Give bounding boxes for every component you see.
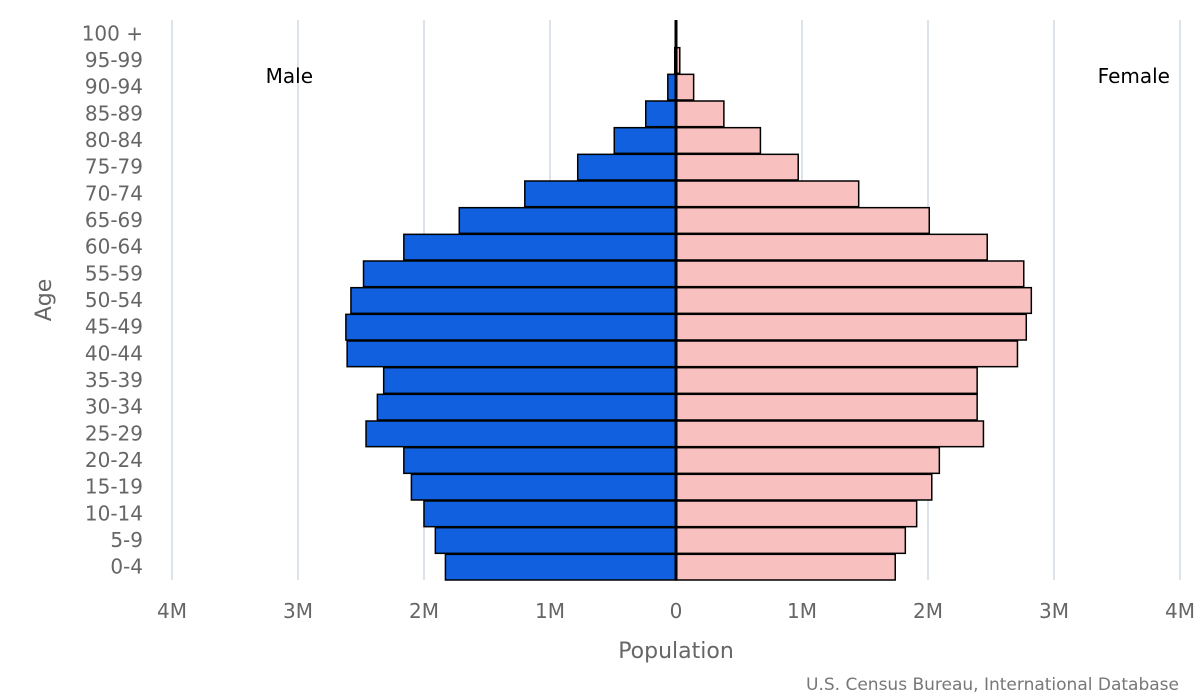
y-tick-label: 20-24: [85, 448, 143, 472]
male-bar-0-4[interactable]: [444, 553, 677, 581]
y-tick-label: 40-44: [85, 341, 143, 365]
female-bar-40-44[interactable]: [675, 340, 1019, 368]
x-tick-label: 2M: [913, 599, 943, 623]
female-bar-0-4[interactable]: [675, 553, 896, 581]
x-tick-labels: 4M 3M 2M 1M 0 1M 2M 3M 4M: [157, 599, 1195, 623]
male-bar-85-89[interactable]: [645, 100, 677, 128]
female-bar-80-84[interactable]: [675, 126, 762, 155]
x-tick-label: 3M: [283, 599, 313, 623]
male-bar-55-59[interactable]: [362, 260, 677, 288]
female-bar-75-79[interactable]: [675, 153, 799, 181]
male-bar-10-14[interactable]: [423, 500, 677, 528]
y-tick-label: 35-39: [85, 368, 143, 392]
x-tick-label: 2M: [409, 599, 439, 623]
female-bar-15-19[interactable]: [675, 473, 933, 501]
male-bar-5-9[interactable]: [434, 526, 677, 555]
male-bar-65-69[interactable]: [458, 206, 677, 235]
y-tick-label: 65-69: [85, 208, 143, 232]
female-bar-45-49[interactable]: [675, 313, 1028, 341]
y-tick-label: 85-89: [85, 101, 143, 125]
y-tick-label: 55-59: [85, 261, 143, 285]
x-tick-label: 4M: [157, 599, 187, 623]
male-bar-25-29[interactable]: [365, 420, 677, 448]
y-tick-label: 0-4: [110, 555, 143, 579]
y-tick-label: 45-49: [85, 315, 143, 339]
x-tick-label: 1M: [535, 599, 565, 623]
y-tick-label: 75-79: [85, 155, 143, 179]
female-bar-60-64[interactable]: [675, 233, 988, 261]
male-bar-15-19[interactable]: [410, 473, 677, 501]
male-bar-45-49[interactable]: [345, 313, 677, 341]
female-bar-30-34[interactable]: [675, 393, 978, 421]
source-credit: U.S. Census Bureau, International Databa…: [806, 675, 1179, 695]
female-bar-25-29[interactable]: [675, 420, 985, 448]
female-bar-35-39[interactable]: [675, 366, 978, 395]
x-tick-label: 3M: [1039, 599, 1069, 623]
x-axis-title: Population: [618, 639, 734, 664]
y-tick-label: 15-19: [85, 475, 143, 499]
x-tick-label: 1M: [787, 599, 817, 623]
male-bar-75-79[interactable]: [576, 153, 677, 181]
male-bar-40-44[interactable]: [346, 340, 677, 368]
female-bar-10-14[interactable]: [675, 500, 918, 528]
y-tick-label: 90-94: [85, 75, 143, 99]
female-bar-90-94[interactable]: [675, 73, 695, 101]
y-axis-title: Age: [32, 279, 57, 322]
female-bar-65-69[interactable]: [675, 206, 931, 235]
bars-group: [345, 20, 1033, 581]
male-series-label: Male: [266, 64, 313, 88]
female-series-label: Female: [1098, 64, 1170, 88]
female-bar-50-54[interactable]: [675, 286, 1033, 315]
male-bar-50-54[interactable]: [350, 286, 677, 315]
y-tick-label: 70-74: [85, 181, 143, 205]
male-bar-30-34[interactable]: [376, 393, 677, 421]
y-tick-label: 100 +: [82, 21, 143, 45]
y-tick-label: 95-99: [85, 48, 143, 72]
male-bar-35-39[interactable]: [382, 366, 677, 395]
female-bar-5-9[interactable]: [675, 526, 907, 555]
x-tick-label: 0: [670, 599, 683, 623]
y-tick-label: 25-29: [85, 421, 143, 445]
y-tick-label: 10-14: [85, 501, 143, 525]
male-bar-20-24[interactable]: [403, 446, 677, 475]
male-bar-60-64[interactable]: [403, 233, 677, 261]
y-tick-label: 5-9: [110, 528, 143, 552]
y-tick-label: 60-64: [85, 235, 143, 259]
female-bar-70-74[interactable]: [675, 180, 860, 208]
female-bar-20-24[interactable]: [675, 446, 941, 475]
female-bar-85-89[interactable]: [675, 100, 725, 128]
y-tick-label: 50-54: [85, 288, 143, 312]
x-tick-label: 4M: [1165, 599, 1195, 623]
female-bar-55-59[interactable]: [675, 260, 1025, 288]
male-bar-70-74[interactable]: [524, 180, 677, 208]
y-tick-label: 80-84: [85, 128, 143, 152]
male-bar-80-84[interactable]: [613, 126, 677, 155]
y-tick-label: 30-34: [85, 395, 143, 419]
